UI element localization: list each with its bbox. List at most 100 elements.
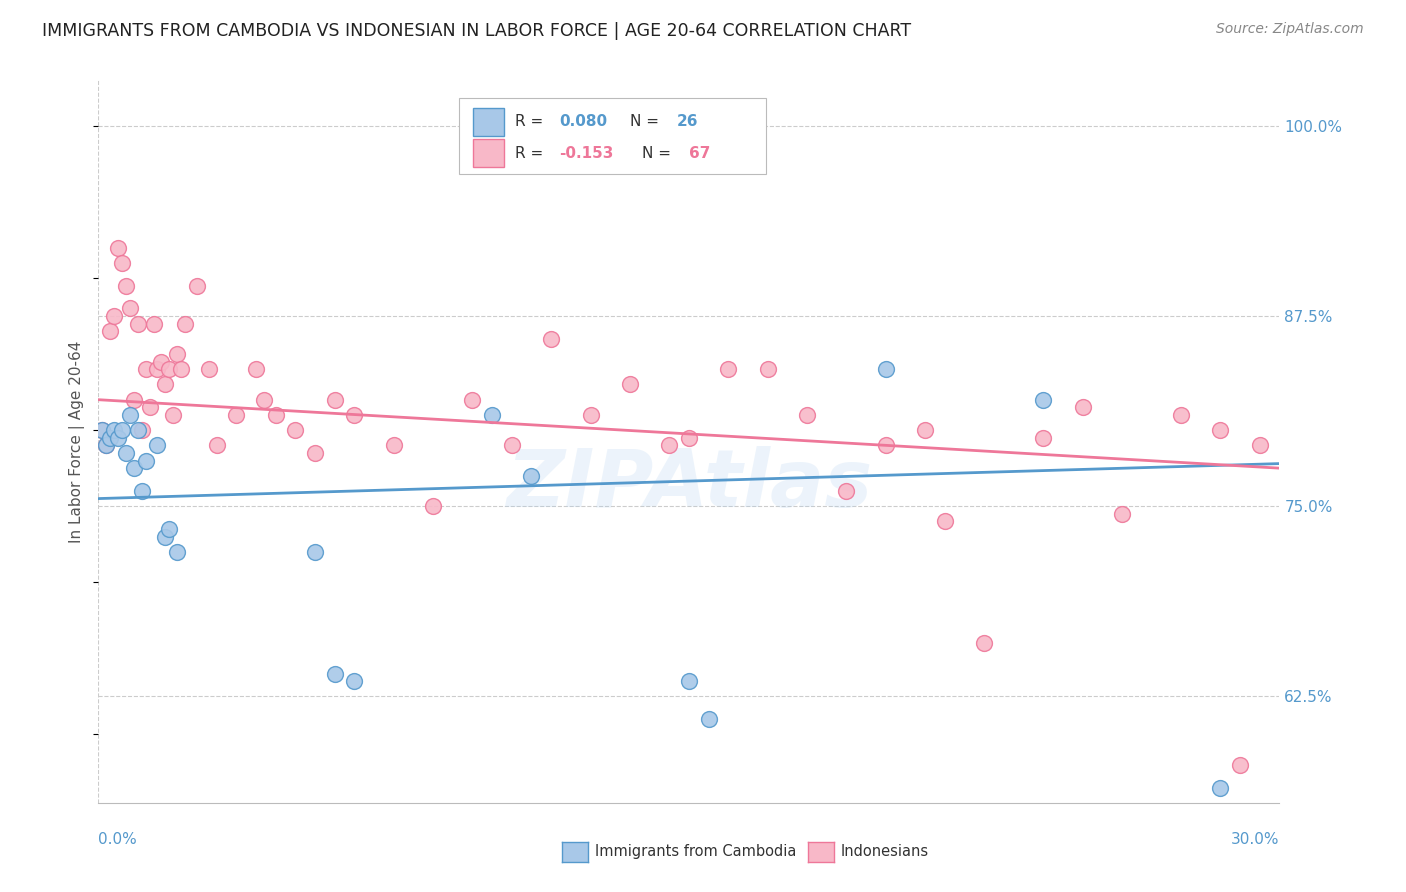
- Point: [284, 423, 307, 437]
- Point: [91, 423, 114, 437]
- Point: [135, 362, 157, 376]
- Point: [658, 438, 681, 452]
- FancyBboxPatch shape: [458, 98, 766, 174]
- Point: [520, 468, 543, 483]
- Point: [197, 362, 219, 376]
- Text: N =: N =: [630, 114, 664, 129]
- Text: N =: N =: [641, 145, 675, 161]
- Point: [914, 423, 936, 437]
- Point: [304, 446, 326, 460]
- Point: [304, 545, 326, 559]
- Point: [540, 332, 562, 346]
- Point: [118, 301, 141, 316]
- Text: R =: R =: [516, 114, 548, 129]
- Point: [678, 674, 700, 689]
- Point: [1071, 401, 1094, 415]
- Point: [1209, 423, 1232, 437]
- Point: [146, 438, 169, 452]
- Point: [98, 324, 121, 338]
- Point: [115, 278, 138, 293]
- Y-axis label: In Labor Force | Age 20-64: In Labor Force | Age 20-64: [69, 341, 86, 542]
- Text: 0.0%: 0.0%: [98, 831, 138, 847]
- Point: [146, 362, 169, 376]
- Text: 67: 67: [689, 145, 710, 161]
- Point: [174, 317, 197, 331]
- Point: [138, 401, 160, 415]
- Text: IMMIGRANTS FROM CAMBODIA VS INDONESIAN IN LABOR FORCE | AGE 20-64 CORRELATION CH: IMMIGRANTS FROM CAMBODIA VS INDONESIAN I…: [42, 22, 911, 40]
- Bar: [472, 108, 503, 136]
- Point: [382, 438, 405, 452]
- Point: [166, 545, 188, 559]
- Point: [245, 362, 267, 376]
- Point: [835, 483, 858, 498]
- Point: [157, 522, 180, 536]
- Point: [107, 431, 129, 445]
- Point: [323, 392, 346, 407]
- Point: [1209, 780, 1232, 795]
- Point: [155, 530, 177, 544]
- Point: [91, 423, 114, 437]
- Point: [934, 515, 956, 529]
- Point: [111, 256, 134, 270]
- Point: [343, 408, 366, 422]
- Point: [501, 438, 523, 452]
- Point: [142, 317, 165, 331]
- Bar: [472, 139, 503, 167]
- Point: [253, 392, 276, 407]
- Point: [1249, 438, 1271, 452]
- Point: [157, 362, 180, 376]
- Point: [461, 392, 484, 407]
- Point: [1229, 757, 1251, 772]
- Text: Indonesians: Indonesians: [841, 845, 929, 859]
- Point: [875, 362, 897, 376]
- Point: [118, 408, 141, 422]
- Text: Source: ZipAtlas.com: Source: ZipAtlas.com: [1216, 22, 1364, 37]
- Point: [127, 317, 149, 331]
- Point: [323, 666, 346, 681]
- Point: [1170, 408, 1192, 422]
- Point: [678, 431, 700, 445]
- Point: [122, 392, 145, 407]
- Point: [205, 438, 228, 452]
- Text: 30.0%: 30.0%: [1232, 831, 1279, 847]
- Point: [115, 446, 138, 460]
- Text: 26: 26: [678, 114, 699, 129]
- Text: 0.080: 0.080: [560, 114, 607, 129]
- Point: [98, 431, 121, 445]
- Point: [1111, 507, 1133, 521]
- Point: [579, 408, 602, 422]
- Point: [186, 278, 208, 293]
- Point: [422, 499, 444, 513]
- Point: [875, 438, 897, 452]
- Point: [107, 241, 129, 255]
- Point: [1032, 431, 1054, 445]
- Point: [170, 362, 193, 376]
- Point: [756, 362, 779, 376]
- Point: [131, 423, 153, 437]
- Point: [103, 309, 125, 323]
- Point: [96, 438, 118, 452]
- Point: [96, 438, 118, 452]
- Point: [343, 674, 366, 689]
- Point: [111, 423, 134, 437]
- Point: [225, 408, 247, 422]
- Point: [122, 461, 145, 475]
- Text: -0.153: -0.153: [560, 145, 613, 161]
- Point: [264, 408, 287, 422]
- Point: [166, 347, 188, 361]
- Point: [127, 423, 149, 437]
- Point: [135, 453, 157, 467]
- Point: [155, 377, 177, 392]
- Point: [973, 636, 995, 650]
- Point: [619, 377, 641, 392]
- Point: [481, 408, 503, 422]
- Point: [162, 408, 184, 422]
- Point: [131, 483, 153, 498]
- Point: [697, 712, 720, 726]
- Text: Immigrants from Cambodia: Immigrants from Cambodia: [595, 845, 796, 859]
- Text: ZIPAtlas: ZIPAtlas: [506, 446, 872, 524]
- Text: R =: R =: [516, 145, 548, 161]
- Point: [150, 354, 173, 368]
- Point: [103, 423, 125, 437]
- Point: [796, 408, 818, 422]
